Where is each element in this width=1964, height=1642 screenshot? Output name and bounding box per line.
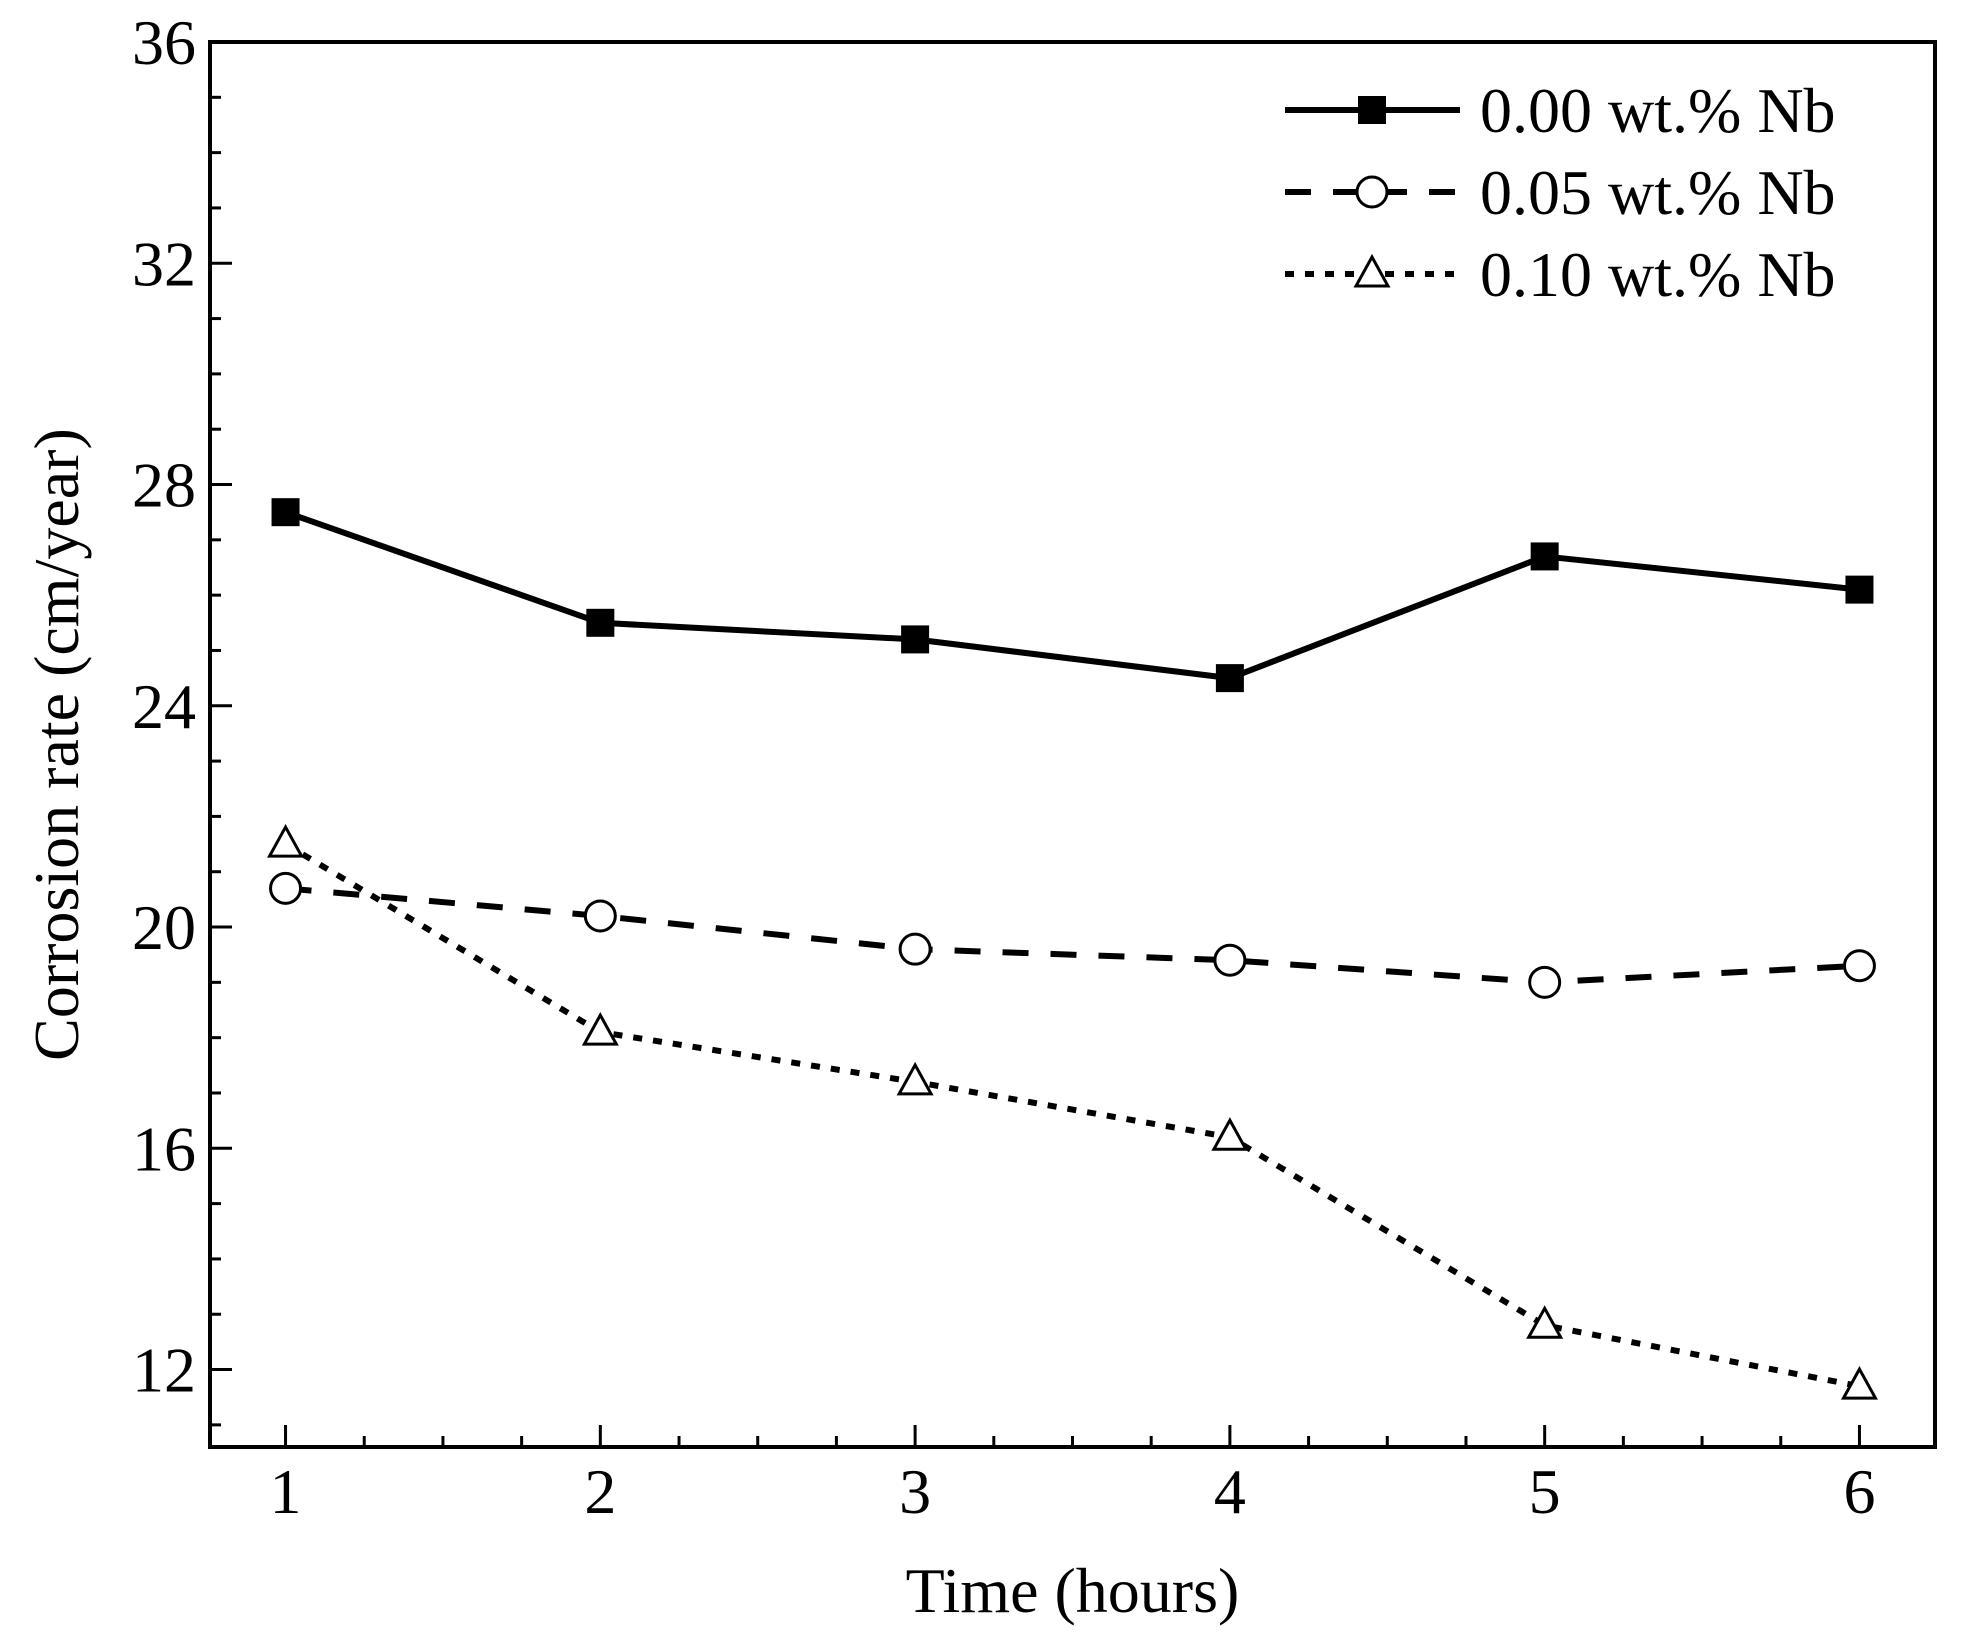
- data-point: [1526, 1305, 1564, 1339]
- data-point: [581, 1012, 619, 1046]
- y-tick-label: 32: [132, 228, 196, 299]
- x-tick-label: 2: [584, 1456, 616, 1527]
- data-point: [269, 871, 303, 905]
- x-axis-label: Time (hours): [906, 1555, 1240, 1626]
- y-tick-label: 36: [132, 7, 196, 78]
- data-point: [271, 498, 300, 527]
- y-tick-label: 12: [132, 1335, 196, 1406]
- data-point: [267, 823, 305, 858]
- legend-marker: [1355, 175, 1389, 209]
- x-tick-label: 6: [1843, 1456, 1875, 1527]
- series-2: [269, 871, 1876, 999]
- series-line: [284, 841, 1861, 1390]
- legend-marker: [1358, 96, 1386, 124]
- legend-entry: 0.00 wt.% Nb: [1285, 75, 1836, 146]
- y-axis-label: Corrosion rate (cm/year): [21, 428, 92, 1061]
- legend-marker: [1353, 253, 1391, 288]
- data-point: [1845, 575, 1874, 604]
- y-tick-label: 24: [132, 671, 196, 742]
- data-point: [1842, 949, 1876, 983]
- series-line: [285, 885, 1860, 986]
- data-point: [1528, 965, 1562, 999]
- x-tick-label: 3: [899, 1456, 931, 1527]
- data-point: [896, 1061, 934, 1096]
- series-1: [271, 498, 1874, 693]
- x-tick-label: 5: [1529, 1456, 1561, 1527]
- legend-label: 0.10 wt.% Nb: [1480, 239, 1836, 310]
- data-point: [1215, 664, 1244, 693]
- data-point: [1530, 542, 1559, 571]
- series-line: [284, 509, 1860, 682]
- data-point: [1840, 1366, 1878, 1400]
- data-point: [586, 608, 615, 637]
- legend-entry: 0.10 wt.% Nb: [1285, 239, 1836, 310]
- data-point: [1213, 943, 1247, 977]
- y-tick-label: 20: [132, 892, 196, 963]
- legend: 0.00 wt.% Nb 0.05 wt.% Nb 0.10 wt.% Nb: [1285, 75, 1836, 310]
- legend-entry: 0.05 wt.% Nb: [1285, 157, 1836, 228]
- series-3: [267, 823, 1878, 1400]
- y-tick-label: 28: [132, 450, 196, 521]
- x-tick-label: 1: [270, 1456, 302, 1527]
- data-point: [583, 899, 617, 933]
- data-point: [901, 625, 930, 654]
- x-tick-label: 4: [1214, 1456, 1246, 1527]
- legend-label: 0.00 wt.% Nb: [1480, 75, 1836, 146]
- series-layer: [267, 498, 1878, 1400]
- y-tick-label: 16: [132, 1113, 196, 1184]
- legend-label: 0.05 wt.% Nb: [1480, 157, 1836, 228]
- data-point: [898, 932, 932, 966]
- data-point: [1211, 1117, 1249, 1151]
- plot-frame: [208, 40, 1937, 1449]
